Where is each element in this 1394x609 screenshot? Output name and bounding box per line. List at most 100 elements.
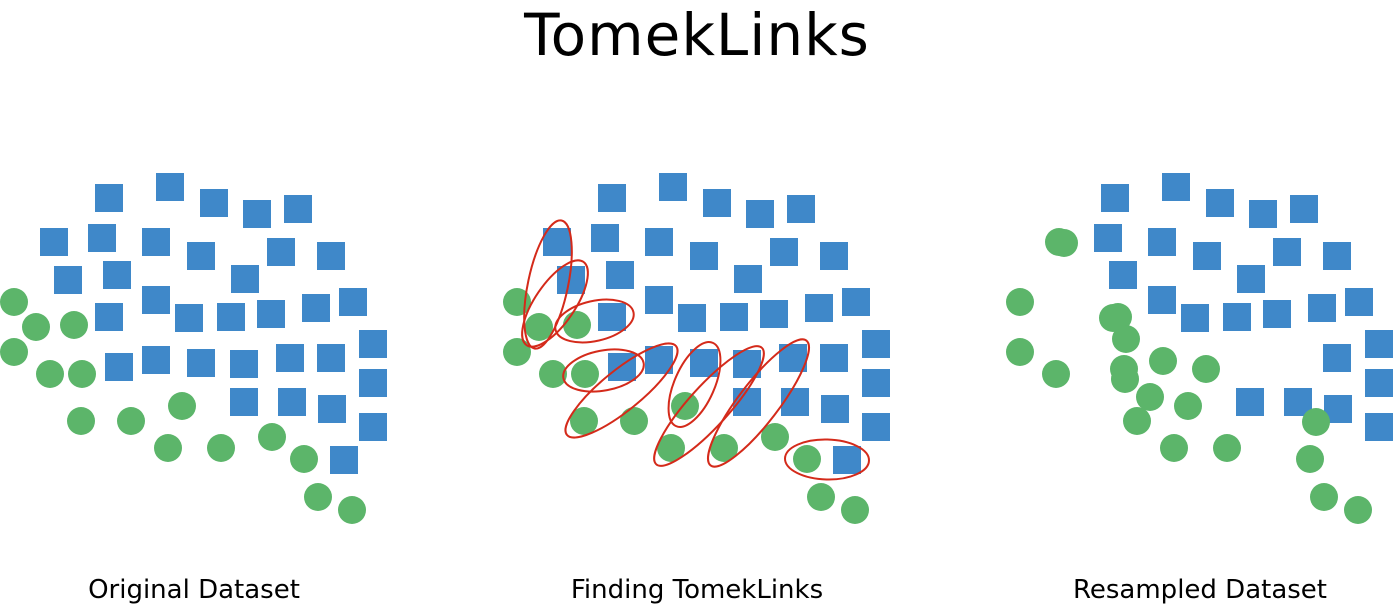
majority-square-5	[543, 228, 571, 256]
majority-square-27	[820, 344, 848, 372]
majority-square-13	[1237, 265, 1265, 293]
majority-square-29	[230, 388, 258, 416]
majority-square-28	[862, 369, 890, 397]
majority-square-1	[659, 173, 687, 201]
majority-square-3	[243, 200, 271, 228]
majority-square-14	[95, 303, 123, 331]
minority-circle-1	[525, 313, 553, 341]
majority-square-2	[703, 189, 731, 217]
minority-circle-13	[807, 483, 835, 511]
majority-square-28	[359, 369, 387, 397]
majority-square-10	[1323, 242, 1351, 270]
majority-square-15	[142, 286, 170, 314]
majority-square-7	[1148, 228, 1176, 256]
majority-square-22	[608, 353, 636, 381]
majority-square-18	[760, 300, 788, 328]
majority-square-0	[95, 184, 123, 212]
minority-circle-8	[1123, 407, 1151, 435]
minority-circle-10	[207, 434, 235, 462]
majority-square-20	[1345, 288, 1373, 316]
minority-circle-2	[563, 311, 591, 339]
majority-square-19	[805, 294, 833, 322]
majority-square-4	[1290, 195, 1318, 223]
majority-square-15	[645, 286, 673, 314]
majority-square-30	[278, 388, 306, 416]
majority-square-6	[88, 224, 116, 252]
majority-square-18	[1263, 300, 1291, 328]
minority-circle-13	[304, 483, 332, 511]
majority-square-16	[175, 304, 203, 332]
majority-square-2	[200, 189, 228, 217]
minority-circle-11	[761, 423, 789, 451]
majority-square-33	[330, 446, 358, 474]
majority-square-12	[606, 261, 634, 289]
majority-square-32	[359, 413, 387, 441]
majority-square-27	[1323, 344, 1351, 372]
minority-circle-0	[1006, 288, 1034, 316]
majority-square-7	[645, 228, 673, 256]
minority-circle-10	[1213, 434, 1241, 462]
minority-circle-12	[290, 445, 318, 473]
minority-circle-8	[620, 407, 648, 435]
majority-square-32	[1365, 413, 1393, 441]
minority-circle-0	[0, 288, 28, 316]
majority-square-33	[833, 446, 861, 474]
majority-square-18	[257, 300, 285, 328]
majority-square-6	[1094, 224, 1122, 252]
majority-square-10	[317, 242, 345, 270]
majority-square-29	[1236, 388, 1264, 416]
minority-circle-5	[68, 360, 96, 388]
minority-circle-6	[1174, 392, 1202, 420]
majority-square-25	[230, 350, 258, 378]
tomek-link-ellipse-1	[521, 259, 589, 348]
majority-square-29	[733, 388, 761, 416]
minority-circle-5	[1112, 325, 1140, 353]
majority-square-9	[1273, 238, 1301, 266]
minority-circle-3	[1006, 338, 1034, 366]
panel-label-resampled: Resampled Dataset	[1072, 575, 1327, 605]
minority-circle-2	[60, 311, 88, 339]
majority-square-22	[105, 353, 133, 381]
majority-square-2	[1206, 189, 1234, 217]
minority-circle-extra-2	[1110, 355, 1138, 383]
majority-square-0	[598, 184, 626, 212]
minority-circle-extra-0	[1045, 228, 1073, 256]
majority-square-0	[1101, 184, 1129, 212]
minority-circle-extra-3	[1136, 383, 1164, 411]
minority-circle-5	[571, 360, 599, 388]
tomek-link-ellipse-5	[564, 342, 679, 439]
majority-square-16	[678, 304, 706, 332]
majority-square-17	[1223, 303, 1251, 331]
page-title: TomekLinks	[524, 1, 870, 69]
tomek-link-ellipse-0	[523, 219, 573, 350]
minority-circle-12	[1296, 445, 1324, 473]
majority-square-10	[820, 242, 848, 270]
minority-circle-13	[1310, 483, 1338, 511]
majority-square-32	[862, 413, 890, 441]
majority-square-8	[1193, 242, 1221, 270]
majority-square-20	[842, 288, 870, 316]
minority-circle-extra-5	[1192, 355, 1220, 383]
minority-circle-4	[1042, 360, 1070, 388]
majority-square-12	[1109, 261, 1137, 289]
majority-square-16	[1181, 304, 1209, 332]
majority-square-31	[821, 395, 849, 423]
majority-square-23	[142, 346, 170, 374]
majority-square-5	[40, 228, 68, 256]
majority-square-13	[734, 265, 762, 293]
majority-square-15	[1148, 286, 1176, 314]
majority-square-3	[1249, 200, 1277, 228]
majority-square-9	[770, 238, 798, 266]
minority-circle-7	[570, 407, 598, 435]
tomek-link-ellipse-2	[554, 298, 635, 344]
majority-square-31	[318, 395, 346, 423]
panel-finding-tomeklinks	[503, 173, 890, 524]
minority-circle-9	[154, 434, 182, 462]
majority-square-20	[339, 288, 367, 316]
minority-circle-extra-4	[1149, 347, 1177, 375]
panel-original-dataset	[0, 173, 387, 524]
majority-square-9	[267, 238, 295, 266]
majority-square-26	[276, 344, 304, 372]
minority-circle-9	[657, 434, 685, 462]
majority-square-6	[591, 224, 619, 252]
